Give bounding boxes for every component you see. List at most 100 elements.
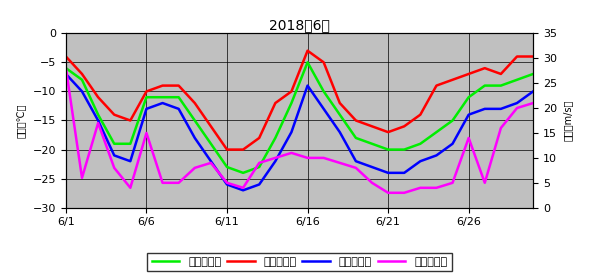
日最低気温 [417, 160, 424, 163]
Line: 日最低気温: 日最低気温 [66, 74, 533, 190]
日最高気温 [62, 55, 69, 58]
日平均気温 [143, 96, 150, 99]
日最低気温 [352, 160, 359, 163]
日平均気温 [320, 90, 327, 93]
日平均気温 [417, 142, 424, 145]
Y-axis label: 風速（m/s）: 風速（m/s） [562, 100, 573, 141]
日最高気温 [465, 72, 472, 76]
日最低気温 [513, 101, 521, 105]
日平均風速 [240, 186, 247, 189]
日平均気温 [111, 142, 118, 145]
Y-axis label: 気温（℃）: 気温（℃） [17, 103, 27, 138]
日最高気温 [175, 84, 182, 87]
日最低気温 [320, 107, 327, 111]
日平均気温 [481, 84, 488, 87]
日最低気温 [240, 189, 247, 192]
日最低気温 [62, 72, 69, 76]
日平均風速 [497, 126, 504, 130]
日最高気温 [481, 66, 488, 70]
日平均気温 [497, 84, 504, 87]
日最高気温 [240, 148, 247, 151]
Line: 日平均風速: 日平均風速 [66, 68, 533, 193]
日最低気温 [497, 107, 504, 111]
日平均気温 [385, 148, 392, 151]
日最高気温 [159, 84, 166, 87]
日平均風速 [336, 161, 343, 165]
日平均風速 [304, 156, 311, 160]
日平均気温 [62, 66, 69, 70]
日最低気温 [368, 165, 376, 169]
日平均風速 [288, 151, 295, 155]
日平均風速 [320, 156, 327, 160]
日平均気温 [465, 96, 472, 99]
日平均気温 [433, 130, 440, 134]
日平均風速 [223, 181, 231, 184]
Title: 2018年6月: 2018年6月 [269, 18, 330, 32]
日平均気温 [240, 171, 247, 175]
日平均気温 [368, 142, 376, 145]
日平均気温 [288, 101, 295, 105]
日平均風速 [449, 181, 456, 184]
日平均気温 [401, 148, 408, 151]
日最低気温 [191, 136, 198, 140]
Line: 日平均気温: 日平均気温 [66, 62, 533, 173]
日平均気温 [449, 119, 456, 122]
日最高気温 [111, 113, 118, 116]
日平均風速 [143, 131, 150, 135]
日最高気温 [288, 90, 295, 93]
日最高気温 [449, 78, 456, 81]
Line: 日最高気温: 日最高気温 [66, 51, 533, 150]
日最低気温 [256, 183, 263, 186]
日最低気温 [385, 171, 392, 175]
日平均風速 [62, 66, 69, 70]
日最低気温 [223, 183, 231, 186]
日最高気温 [368, 125, 376, 128]
日最低気温 [111, 154, 118, 157]
日平均風速 [256, 161, 263, 165]
日平均風速 [352, 166, 359, 170]
日最高気温 [530, 55, 537, 58]
日最高気温 [256, 136, 263, 140]
日最高気温 [143, 90, 150, 93]
日最低気温 [288, 130, 295, 134]
日最高気温 [336, 101, 343, 105]
日最高気温 [127, 119, 134, 122]
日平均風速 [78, 176, 86, 179]
日最低気温 [207, 160, 214, 163]
日平均風速 [481, 181, 488, 184]
日平均気温 [256, 165, 263, 169]
日最高気温 [352, 119, 359, 122]
日平均風速 [191, 166, 198, 170]
日最低気温 [159, 101, 166, 105]
日最低気温 [143, 107, 150, 111]
日平均風速 [513, 106, 521, 110]
日平均気温 [352, 136, 359, 140]
日最高気温 [320, 61, 327, 64]
日平均風速 [127, 186, 134, 189]
日最高気温 [223, 148, 231, 151]
日最高気温 [207, 125, 214, 128]
日最低気温 [78, 90, 86, 93]
日最高気温 [401, 125, 408, 128]
日最高気温 [78, 72, 86, 76]
日平均風速 [272, 156, 279, 160]
日平均気温 [336, 113, 343, 116]
日平均風速 [385, 191, 392, 194]
日最高気温 [417, 113, 424, 116]
日平均気温 [95, 113, 102, 116]
日平均気温 [530, 72, 537, 76]
日平均風速 [175, 181, 182, 184]
日平均風速 [207, 161, 214, 165]
日最高気温 [272, 101, 279, 105]
日最低気温 [530, 90, 537, 93]
日最低気温 [127, 160, 134, 163]
日最高気温 [304, 49, 311, 52]
日最低気温 [95, 119, 102, 122]
日平均気温 [127, 142, 134, 145]
日平均風速 [401, 191, 408, 194]
日平均気温 [78, 78, 86, 81]
日最低気温 [481, 107, 488, 111]
日平均風速 [111, 166, 118, 170]
日平均気温 [207, 142, 214, 145]
日平均気温 [223, 165, 231, 169]
